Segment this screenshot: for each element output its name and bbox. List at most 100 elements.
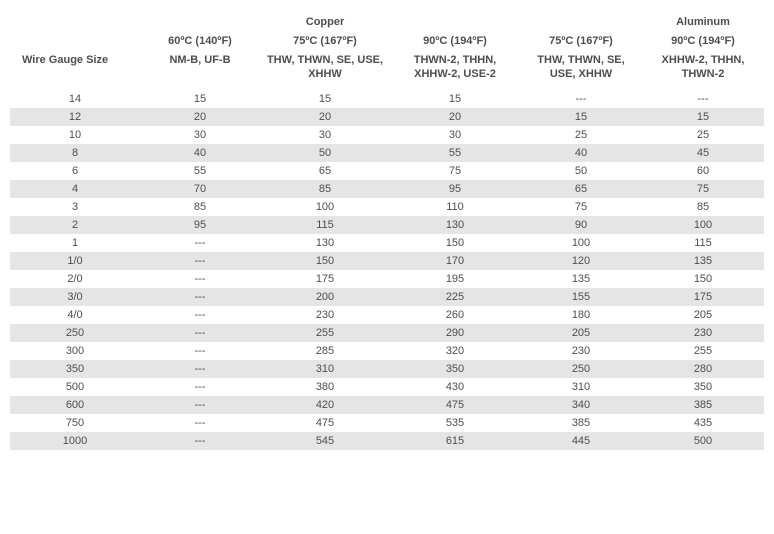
temp-cu75: 75ºC (167ºF) [260, 32, 390, 51]
table-cell: 430 [390, 378, 520, 396]
table-cell: 10 [10, 126, 140, 144]
table-cell: 120 [520, 252, 642, 270]
table-cell: --- [140, 396, 260, 414]
table-cell: 175 [642, 288, 764, 306]
temperature-row: 60ºC (140ºF) 75ºC (167ºF) 90ºC (194ºF) 7… [10, 32, 764, 51]
table-cell: 12 [10, 108, 140, 126]
table-cell: 320 [390, 342, 520, 360]
table-cell: 420 [260, 396, 390, 414]
table-cell: 290 [390, 324, 520, 342]
table-row: 4/0---230260180205 [10, 306, 764, 324]
type-cu90: THWN-2, THHN, XHHW-2, USE-2 [390, 51, 520, 90]
table-cell: 500 [642, 432, 764, 450]
gauge-header: Wire Gauge Size [10, 51, 140, 90]
table-cell: 30 [390, 126, 520, 144]
table-cell: 310 [520, 378, 642, 396]
table-cell: 170 [390, 252, 520, 270]
table-cell: 65 [520, 180, 642, 198]
table-cell: 150 [642, 270, 764, 288]
table-cell: 55 [390, 144, 520, 162]
temp-al90: 90ºC (194ºF) [642, 32, 764, 51]
table-cell: 115 [260, 216, 390, 234]
table-cell: 15 [520, 108, 642, 126]
table-cell: 90 [520, 216, 642, 234]
table-cell: 95 [390, 180, 520, 198]
table-row: 750---475535385435 [10, 414, 764, 432]
table-row: 84050554045 [10, 144, 764, 162]
table-cell: 230 [260, 306, 390, 324]
table-row: 47085956575 [10, 180, 764, 198]
table-cell: 350 [10, 360, 140, 378]
table-cell: 230 [642, 324, 764, 342]
table-cell: 385 [520, 414, 642, 432]
table-cell: 200 [260, 288, 390, 306]
table-cell: --- [140, 414, 260, 432]
table-cell: 1 [10, 234, 140, 252]
table-cell: --- [140, 342, 260, 360]
temp-cu90: 90ºC (194ºF) [390, 32, 520, 51]
table-cell: 195 [390, 270, 520, 288]
table-body: 14151515------12202020151510303030252584… [10, 90, 764, 450]
table-cell: 85 [642, 198, 764, 216]
table-cell: 4 [10, 180, 140, 198]
table-cell: 15 [642, 108, 764, 126]
table-cell: 40 [140, 144, 260, 162]
table-row: 65565755060 [10, 162, 764, 180]
table-cell: 135 [520, 270, 642, 288]
table-cell: 545 [260, 432, 390, 450]
table-cell: 60 [642, 162, 764, 180]
wire-type-row: Wire Gauge Size NM-B, UF-B THW, THWN, SE… [10, 51, 764, 90]
copper-header: Copper [260, 10, 390, 32]
table-cell: 255 [260, 324, 390, 342]
table-cell: 75 [520, 198, 642, 216]
table-cell: 1000 [10, 432, 140, 450]
table-cell: 175 [260, 270, 390, 288]
table-cell: 70 [140, 180, 260, 198]
table-row: 103030302525 [10, 126, 764, 144]
table-cell: 150 [260, 252, 390, 270]
table-cell: 340 [520, 396, 642, 414]
aluminum-header: Aluminum [642, 10, 764, 32]
table-cell: 300 [10, 342, 140, 360]
table-row: 122020201515 [10, 108, 764, 126]
table-cell: --- [140, 360, 260, 378]
material-group-row: Copper Aluminum [10, 10, 764, 32]
table-cell: 380 [260, 378, 390, 396]
table-cell: 280 [642, 360, 764, 378]
table-cell: 55 [140, 162, 260, 180]
table-cell: 25 [520, 126, 642, 144]
table-cell: --- [140, 306, 260, 324]
table-row: 500---380430310350 [10, 378, 764, 396]
table-cell: 25 [642, 126, 764, 144]
table-cell: 50 [520, 162, 642, 180]
type-cu60: NM-B, UF-B [140, 51, 260, 90]
table-row: 300---285320230255 [10, 342, 764, 360]
table-cell: 250 [10, 324, 140, 342]
table-cell: 385 [642, 396, 764, 414]
table-cell: --- [140, 378, 260, 396]
table-cell: --- [140, 288, 260, 306]
table-cell: 75 [390, 162, 520, 180]
table-cell: 15 [140, 90, 260, 108]
table-cell: 260 [390, 306, 520, 324]
table-cell: 65 [260, 162, 390, 180]
table-cell: 230 [520, 342, 642, 360]
table-cell: 135 [642, 252, 764, 270]
table-cell: 95 [140, 216, 260, 234]
table-cell: 250 [520, 360, 642, 378]
table-cell: 30 [140, 126, 260, 144]
table-cell: 205 [642, 306, 764, 324]
table-cell: 130 [260, 234, 390, 252]
table-cell: 3 [10, 198, 140, 216]
temp-al75: 75ºC (167ºF) [520, 32, 642, 51]
table-row: 3851001107585 [10, 198, 764, 216]
table-cell: 20 [260, 108, 390, 126]
table-row: 1---130150100115 [10, 234, 764, 252]
table-cell: 150 [390, 234, 520, 252]
table-cell: 85 [140, 198, 260, 216]
table-cell: --- [140, 252, 260, 270]
table-cell: 255 [642, 342, 764, 360]
table-cell: 180 [520, 306, 642, 324]
table-cell: 750 [10, 414, 140, 432]
table-row: 29511513090100 [10, 216, 764, 234]
